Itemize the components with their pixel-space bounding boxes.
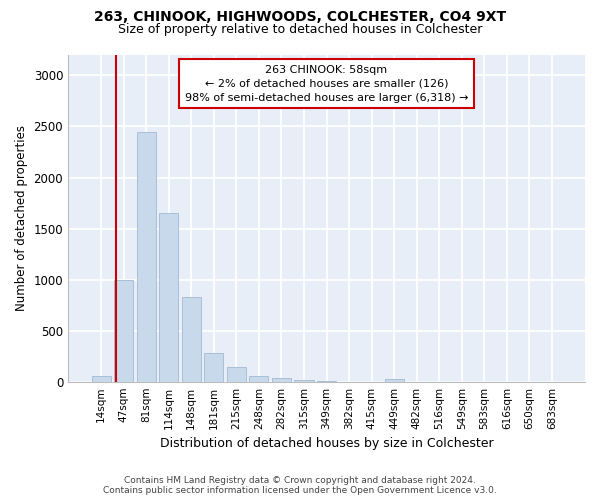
Text: 263, CHINOOK, HIGHWOODS, COLCHESTER, CO4 9XT: 263, CHINOOK, HIGHWOODS, COLCHESTER, CO4…: [94, 10, 506, 24]
X-axis label: Distribution of detached houses by size in Colchester: Distribution of detached houses by size …: [160, 437, 493, 450]
Y-axis label: Number of detached properties: Number of detached properties: [15, 126, 28, 312]
Bar: [204, 353, 223, 382]
Text: Size of property relative to detached houses in Colchester: Size of property relative to detached ho…: [118, 22, 482, 36]
Bar: [385, 378, 404, 382]
Bar: [137, 132, 156, 382]
Bar: [295, 380, 314, 382]
Text: 263 CHINOOK: 58sqm
← 2% of detached houses are smaller (126)
98% of semi-detache: 263 CHINOOK: 58sqm ← 2% of detached hous…: [185, 65, 468, 103]
Bar: [227, 367, 246, 382]
Bar: [159, 213, 178, 382]
Bar: [92, 376, 110, 382]
Bar: [114, 280, 133, 382]
Bar: [272, 378, 291, 382]
Text: Contains HM Land Registry data © Crown copyright and database right 2024.
Contai: Contains HM Land Registry data © Crown c…: [103, 476, 497, 495]
Bar: [182, 297, 201, 382]
Bar: [317, 381, 336, 382]
Bar: [250, 376, 268, 382]
